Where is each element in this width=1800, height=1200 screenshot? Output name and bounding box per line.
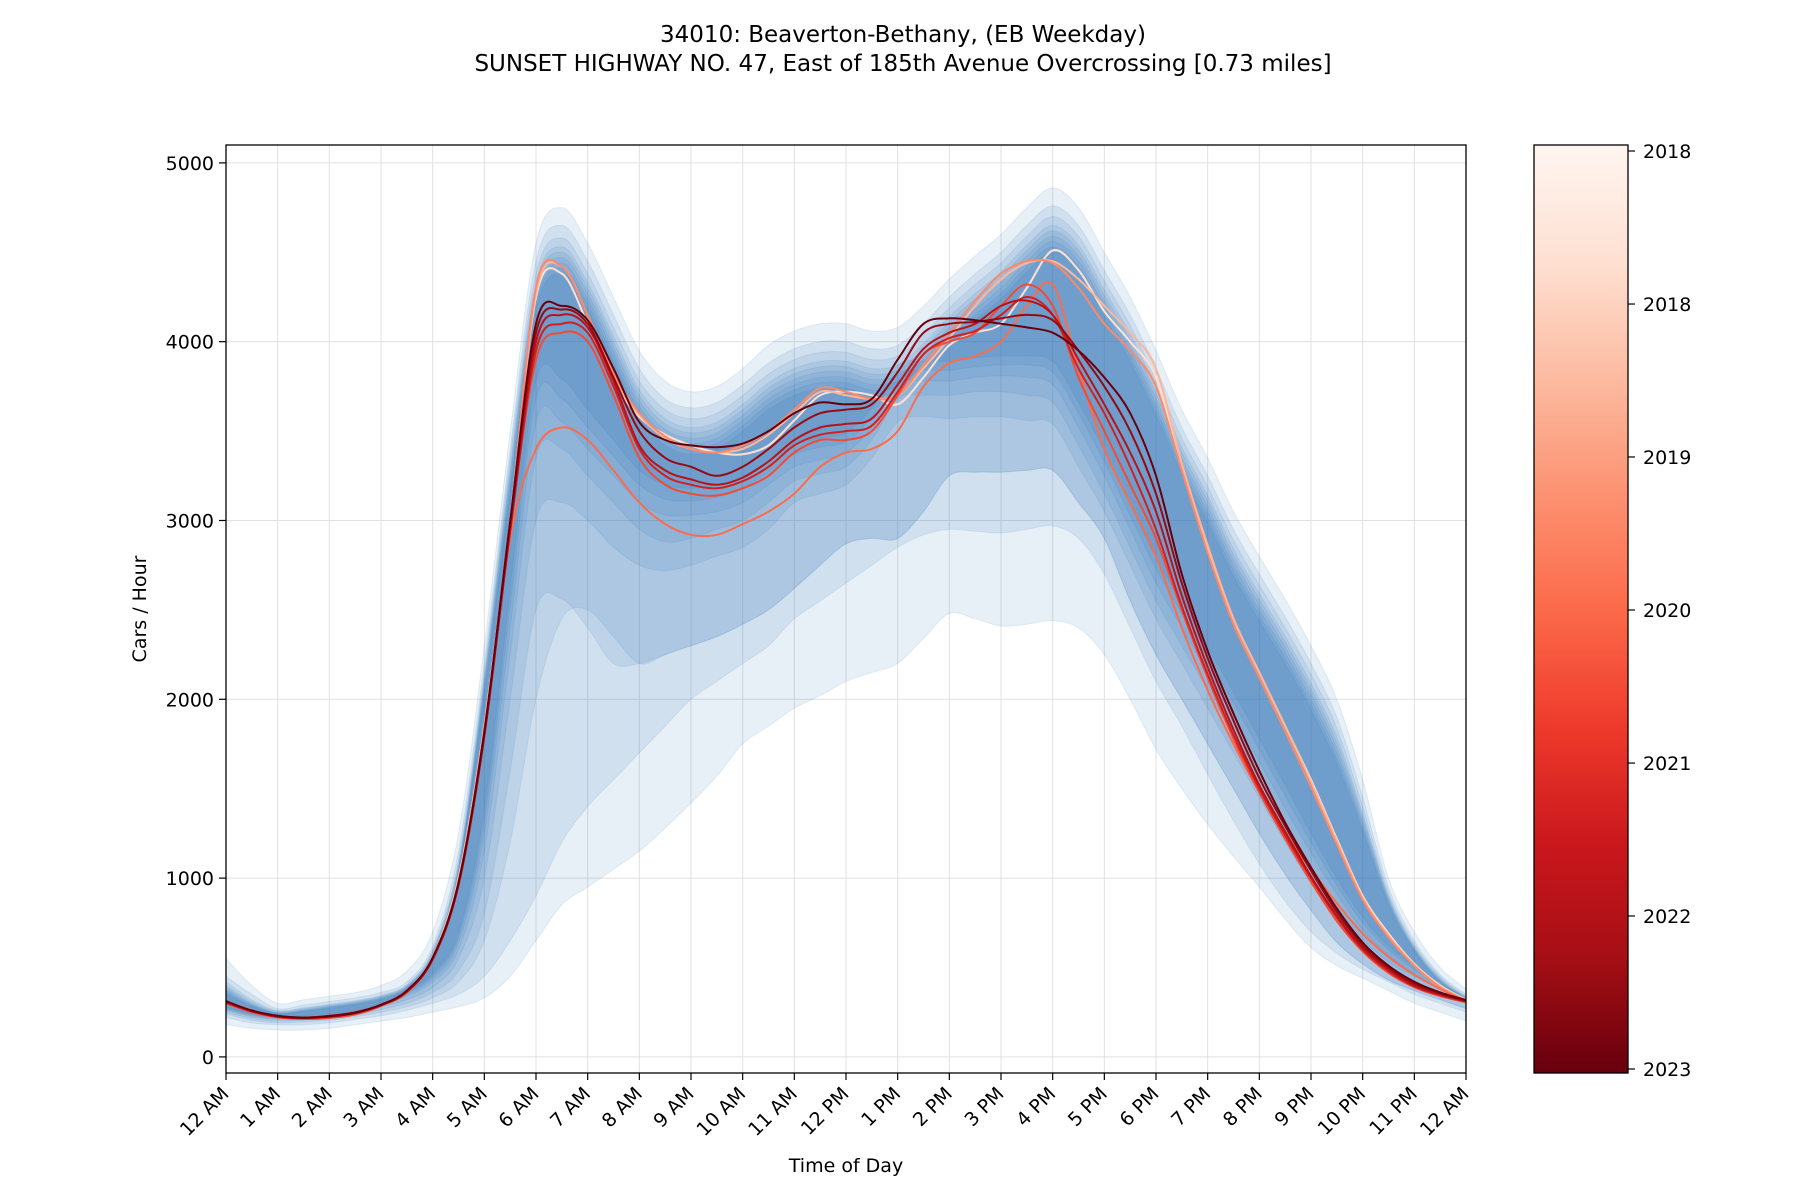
y-axis-label: Cars / Hour [129,555,151,662]
x-tick-label: 12 PM [797,1083,854,1140]
colorbar-tick-label: 2023 [1643,1059,1691,1081]
x-tick-label: 6 AM [494,1083,543,1132]
y-tick-label: 1000 [166,868,214,890]
y-tick-label: 2000 [166,689,214,711]
quantile-band [226,224,1466,1022]
colorbar-tick-label: 2018 [1643,141,1691,163]
colorbar-tick-label: 2021 [1643,753,1691,775]
y-axis-ticks: 0 1000 2000 3000 4000 5000 [166,153,226,1069]
x-tick-label: 4 AM [391,1083,440,1132]
colorbar-tick-label: 2018 [1643,294,1691,316]
chart-title-line2: SUNSET HIGHWAY NO. 47, East of 185th Ave… [474,51,1331,77]
x-tick-label: 8 AM [598,1083,647,1132]
x-tick-label: 4 PM [1012,1083,1060,1131]
chart-title-line1: 34010: Beaverton-Bethany, (EB Weekday) [660,22,1146,48]
x-tick-label: 9 PM [1270,1083,1318,1131]
x-tick-label: 5 AM [443,1083,492,1132]
x-tick-label: 2 PM [909,1083,957,1131]
quantile-band [226,187,1466,1031]
colorbar-tick-label: 2022 [1643,906,1691,928]
x-tick-label: 12 AM [176,1083,234,1141]
x-tick-label: 11 PM [1365,1083,1422,1140]
y-tick-label: 5000 [166,153,214,175]
x-tick-label: 10 AM [692,1083,750,1141]
x-tick-label: 10 PM [1314,1083,1371,1140]
year-series-lines [226,249,1466,1021]
colorbar-tick-label: 2019 [1643,447,1691,469]
x-tick-label: 8 PM [1219,1083,1267,1131]
x-tick-label: 7 PM [1167,1083,1215,1131]
x-tick-label: 5 PM [1064,1083,1112,1131]
y-tick-label: 0 [202,1047,214,1069]
x-tick-label: 1 PM [857,1083,905,1131]
x-tick-label: 9 AM [649,1083,698,1132]
x-tick-label: 12 AM [1416,1083,1474,1141]
x-tick-label: 7 AM [546,1083,595,1132]
quantile-band [226,215,1466,1024]
x-axis-label: Time of Day [788,1155,903,1177]
x-tick-label: 6 PM [1115,1083,1163,1131]
colorbar-ticks: 2018 2018 2019 2020 2021 2022 2023 [1628,141,1691,1081]
x-tick-label: 2 AM [288,1083,337,1132]
quantile-band [226,235,1466,1020]
colorbar-tick-label: 2020 [1643,600,1691,622]
x-tick-label: 11 AM [744,1083,802,1141]
x-tick-label: 3 PM [960,1083,1008,1131]
year-series-line [226,300,1466,1019]
quantile-bands [226,187,1466,1031]
x-axis-ticks: 12 AM 1 AM 2 AM 3 AM 4 AM 5 AM 6 AM 7 AM 8 AM 9 A… [176,1073,1474,1141]
quantile-band [226,241,1466,1019]
x-tick-label: 1 AM [236,1083,285,1132]
quantile-band [226,230,1466,1020]
y-tick-label: 3000 [166,510,214,532]
quantile-band [226,205,1466,1026]
y-tick-label: 4000 [166,332,214,354]
x-tick-label: 3 AM [339,1083,388,1132]
colorbar [1533,144,1629,1074]
